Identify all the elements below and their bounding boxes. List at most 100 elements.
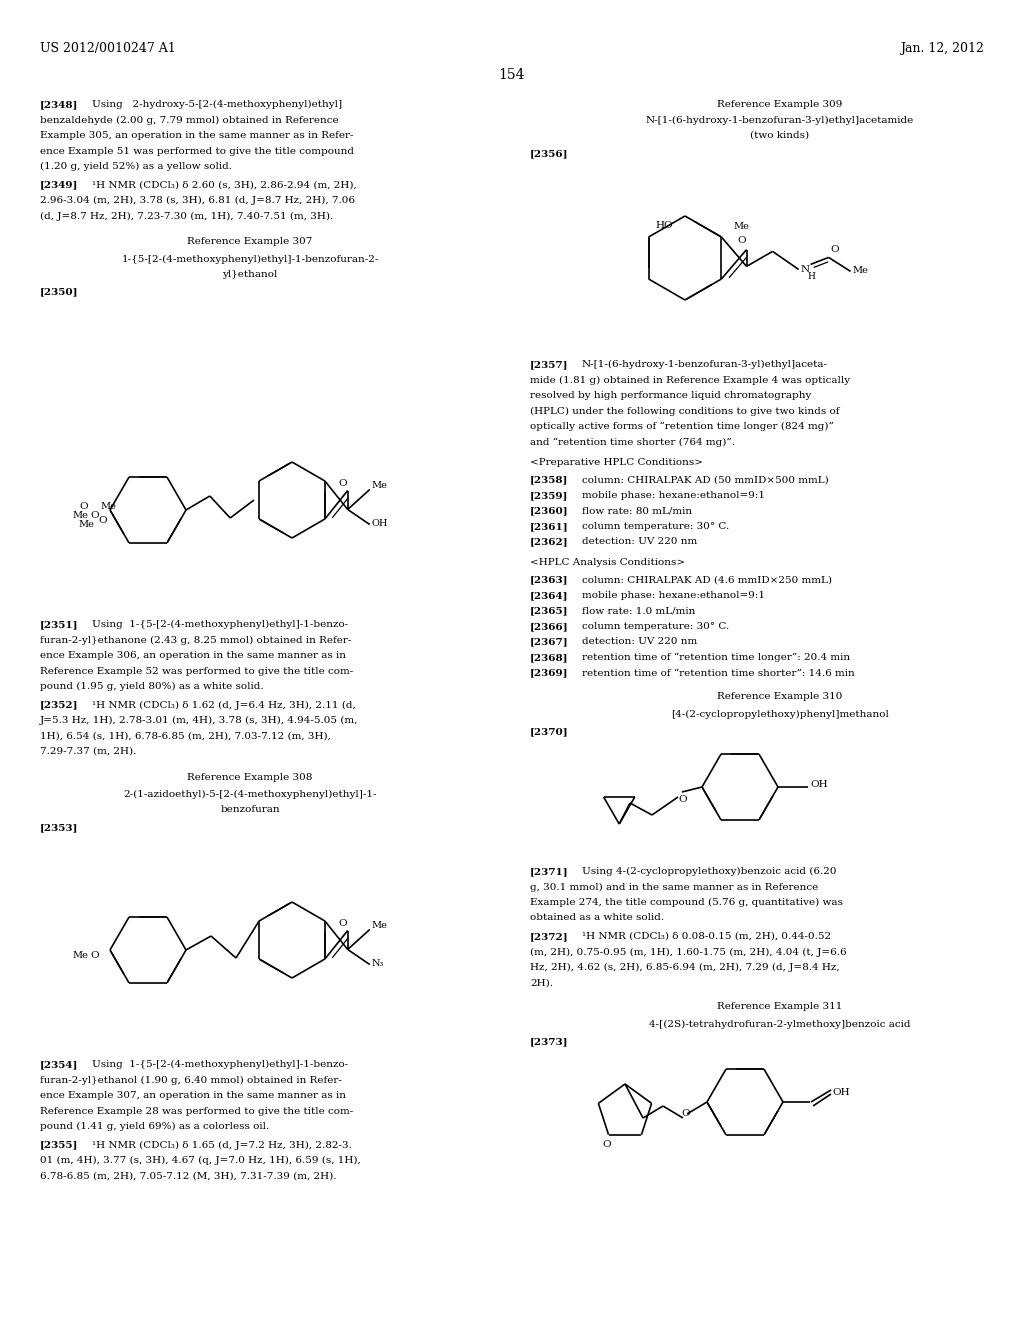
Text: Me: Me xyxy=(372,921,387,931)
Text: 7.29-7.37 (m, 2H).: 7.29-7.37 (m, 2H). xyxy=(40,747,136,756)
Text: O: O xyxy=(98,516,106,525)
Text: [2361]: [2361] xyxy=(530,521,568,531)
Text: detection: UV 220 nm: detection: UV 220 nm xyxy=(582,537,697,546)
Text: [2357]: [2357] xyxy=(530,360,568,370)
Text: N₃: N₃ xyxy=(372,960,384,969)
Text: Using 4-(2-cyclopropylethoxy)benzoic acid (6.20: Using 4-(2-cyclopropylethoxy)benzoic aci… xyxy=(582,867,837,876)
Text: Using   2-hydroxy-5-[2-(4-methoxyphenyl)ethyl]: Using 2-hydroxy-5-[2-(4-methoxyphenyl)et… xyxy=(92,100,342,110)
Text: [2369]: [2369] xyxy=(530,668,568,677)
Text: (d, J=8.7 Hz, 2H), 7.23-7.30 (m, 1H), 7.40-7.51 (m, 3H).: (d, J=8.7 Hz, 2H), 7.23-7.30 (m, 1H), 7.… xyxy=(40,211,333,220)
Text: [2370]: [2370] xyxy=(530,727,568,737)
Text: Reference Example 310: Reference Example 310 xyxy=(718,692,843,701)
Text: Me: Me xyxy=(733,222,750,231)
Text: Me: Me xyxy=(100,502,116,511)
Text: ¹H NMR (CDCl₃) δ 2.60 (s, 3H), 2.86-2.94 (m, 2H),: ¹H NMR (CDCl₃) δ 2.60 (s, 3H), 2.86-2.94… xyxy=(92,181,356,190)
Text: (two kinds): (two kinds) xyxy=(751,131,810,140)
Text: pound (1.41 g, yield 69%) as a colorless oil.: pound (1.41 g, yield 69%) as a colorless… xyxy=(40,1122,269,1131)
Text: O: O xyxy=(681,1110,689,1118)
Text: O: O xyxy=(338,919,347,928)
Text: O: O xyxy=(830,246,840,253)
Text: [2349]: [2349] xyxy=(40,181,79,190)
Text: [2348]: [2348] xyxy=(40,100,79,110)
Text: Reference Example 307: Reference Example 307 xyxy=(187,238,312,246)
Text: Jan. 12, 2012: Jan. 12, 2012 xyxy=(900,42,984,55)
Text: resolved by high performance liquid chromatography: resolved by high performance liquid chro… xyxy=(530,391,811,400)
Text: <Preparative HPLC Conditions>: <Preparative HPLC Conditions> xyxy=(530,458,703,467)
Text: furan-2-yl}ethanol (1.90 g, 6.40 mmol) obtained in Refer-: furan-2-yl}ethanol (1.90 g, 6.40 mmol) o… xyxy=(40,1076,342,1085)
Text: benzofuran: benzofuran xyxy=(220,805,280,814)
Text: and “retention time shorter (764 mg)”.: and “retention time shorter (764 mg)”. xyxy=(530,437,735,447)
Text: [2363]: [2363] xyxy=(530,576,568,585)
Text: 154: 154 xyxy=(499,69,525,82)
Text: N-[1-(6-hydroxy-1-benzofuran-3-yl)ethyl]acetamide: N-[1-(6-hydroxy-1-benzofuran-3-yl)ethyl]… xyxy=(646,116,914,124)
Text: US 2012/0010247 A1: US 2012/0010247 A1 xyxy=(40,42,176,55)
Text: 1H), 6.54 (s, 1H), 6.78-6.85 (m, 2H), 7.03-7.12 (m, 3H),: 1H), 6.54 (s, 1H), 6.78-6.85 (m, 2H), 7.… xyxy=(40,731,331,741)
Text: 4-[(2S)-tetrahydrofuran-2-ylmethoxy]benzoic acid: 4-[(2S)-tetrahydrofuran-2-ylmethoxy]benz… xyxy=(649,1019,910,1028)
Text: [2364]: [2364] xyxy=(530,591,568,601)
Text: 01 (m, 4H), 3.77 (s, 3H), 4.67 (q, J=7.0 Hz, 1H), 6.59 (s, 1H),: 01 (m, 4H), 3.77 (s, 3H), 4.67 (q, J=7.0… xyxy=(40,1156,360,1166)
Text: Example 305, an operation in the same manner as in Refer-: Example 305, an operation in the same ma… xyxy=(40,131,353,140)
Text: [2351]: [2351] xyxy=(40,620,79,630)
Text: yl}ethanol: yl}ethanol xyxy=(222,271,278,279)
Text: 2.96-3.04 (m, 2H), 3.78 (s, 3H), 6.81 (d, J=8.7 Hz, 2H), 7.06: 2.96-3.04 (m, 2H), 3.78 (s, 3H), 6.81 (d… xyxy=(40,195,355,205)
Text: N-[1-(6-hydroxy-1-benzofuran-3-yl)ethyl]aceta-: N-[1-(6-hydroxy-1-benzofuran-3-yl)ethyl]… xyxy=(582,360,828,370)
Text: Me: Me xyxy=(78,520,94,529)
Text: 2H).: 2H). xyxy=(530,978,553,987)
Text: flow rate: 1.0 mL/min: flow rate: 1.0 mL/min xyxy=(582,606,695,615)
Text: Example 274, the title compound (5.76 g, quantitative) was: Example 274, the title compound (5.76 g,… xyxy=(530,898,843,907)
Text: [2372]: [2372] xyxy=(530,932,568,941)
Text: column: CHIRALPAK AD (4.6 mmID×250 mmL): column: CHIRALPAK AD (4.6 mmID×250 mmL) xyxy=(582,576,831,585)
Text: [2350]: [2350] xyxy=(40,288,79,297)
Text: [2365]: [2365] xyxy=(530,606,568,615)
Text: 6.78-6.85 (m, 2H), 7.05-7.12 (M, 3H), 7.31-7.39 (m, 2H).: 6.78-6.85 (m, 2H), 7.05-7.12 (M, 3H), 7.… xyxy=(40,1172,337,1180)
Text: [2352]: [2352] xyxy=(40,701,79,710)
Text: column temperature: 30° C.: column temperature: 30° C. xyxy=(582,622,729,631)
Text: O: O xyxy=(90,950,98,960)
Text: Hz, 2H), 4.62 (s, 2H), 6.85-6.94 (m, 2H), 7.29 (d, J=8.4 Hz,: Hz, 2H), 4.62 (s, 2H), 6.85-6.94 (m, 2H)… xyxy=(530,964,840,972)
Text: J=5.3 Hz, 1H), 2.78-3.01 (m, 4H), 3.78 (s, 3H), 4.94-5.05 (m,: J=5.3 Hz, 1H), 2.78-3.01 (m, 4H), 3.78 (… xyxy=(40,715,358,725)
Text: <HPLC Analysis Conditions>: <HPLC Analysis Conditions> xyxy=(530,558,685,568)
Text: g, 30.1 mmol) and in the same manner as in Reference: g, 30.1 mmol) and in the same manner as … xyxy=(530,883,818,891)
Text: ¹H NMR (CDCl₃) δ 1.62 (d, J=6.4 Hz, 3H), 2.11 (d,: ¹H NMR (CDCl₃) δ 1.62 (d, J=6.4 Hz, 3H),… xyxy=(92,701,355,710)
Text: ¹H NMR (CDCl₃) δ 1.65 (d, J=7.2 Hz, 3H), 2.82-3.: ¹H NMR (CDCl₃) δ 1.65 (d, J=7.2 Hz, 3H),… xyxy=(92,1140,352,1150)
Text: 1-{5-[2-(4-methoxyphenyl)ethyl]-1-benzofuran-2-: 1-{5-[2-(4-methoxyphenyl)ethyl]-1-benzof… xyxy=(121,255,379,264)
Text: Reference Example 311: Reference Example 311 xyxy=(718,1002,843,1011)
Text: Using  1-{5-[2-(4-methoxyphenyl)ethyl]-1-benzo-: Using 1-{5-[2-(4-methoxyphenyl)ethyl]-1-… xyxy=(92,1060,348,1069)
Text: [4-(2-cyclopropylethoxy)phenyl]methanol: [4-(2-cyclopropylethoxy)phenyl]methanol xyxy=(671,710,889,718)
Text: column temperature: 30° C.: column temperature: 30° C. xyxy=(582,521,729,531)
Text: O: O xyxy=(602,1139,611,1148)
Text: [2366]: [2366] xyxy=(530,622,568,631)
Text: Me: Me xyxy=(72,511,88,520)
Text: [2373]: [2373] xyxy=(530,1038,568,1045)
Text: [2368]: [2368] xyxy=(530,653,568,663)
Text: OH: OH xyxy=(831,1088,850,1097)
Text: retention time of “retention time shorter”: 14.6 min: retention time of “retention time shorte… xyxy=(582,668,855,677)
Text: O: O xyxy=(678,795,687,804)
Text: (HPLC) under the following conditions to give two kinds of: (HPLC) under the following conditions to… xyxy=(530,407,840,416)
Text: pound (1.95 g, yield 80%) as a white solid.: pound (1.95 g, yield 80%) as a white sol… xyxy=(40,682,263,692)
Text: ence Example 306, an operation in the same manner as in: ence Example 306, an operation in the sa… xyxy=(40,651,346,660)
Text: ence Example 307, an operation in the same manner as in: ence Example 307, an operation in the sa… xyxy=(40,1092,346,1100)
Text: obtained as a white solid.: obtained as a white solid. xyxy=(530,913,665,923)
Text: 2-(1-azidoethyl)-5-[2-(4-methoxyphenyl)ethyl]-1-: 2-(1-azidoethyl)-5-[2-(4-methoxyphenyl)e… xyxy=(123,789,377,799)
Text: mide (1.81 g) obtained in Reference Example 4 was optically: mide (1.81 g) obtained in Reference Exam… xyxy=(530,375,850,384)
Text: [2359]: [2359] xyxy=(530,491,568,500)
Text: H: H xyxy=(808,272,815,281)
Text: Me: Me xyxy=(372,482,387,491)
Text: [2360]: [2360] xyxy=(530,507,568,516)
Text: mobile phase: hexane:ethanol=9:1: mobile phase: hexane:ethanol=9:1 xyxy=(582,491,765,500)
Text: [2355]: [2355] xyxy=(40,1140,79,1150)
Text: [2354]: [2354] xyxy=(40,1060,79,1069)
Text: OH: OH xyxy=(810,780,827,789)
Text: Me: Me xyxy=(72,950,88,960)
Text: Reference Example 309: Reference Example 309 xyxy=(718,100,843,110)
Text: [2356]: [2356] xyxy=(530,149,568,158)
Text: Me: Me xyxy=(853,267,868,276)
Text: flow rate: 80 mL/min: flow rate: 80 mL/min xyxy=(582,507,692,516)
Text: retention time of “retention time longer”: 20.4 min: retention time of “retention time longer… xyxy=(582,653,850,663)
Text: [2371]: [2371] xyxy=(530,867,568,876)
Text: Reference Example 308: Reference Example 308 xyxy=(187,772,312,781)
Text: benzaldehyde (2.00 g, 7.79 mmol) obtained in Reference: benzaldehyde (2.00 g, 7.79 mmol) obtaine… xyxy=(40,116,339,124)
Text: column: CHIRALPAK AD (50 mmID×500 mmL): column: CHIRALPAK AD (50 mmID×500 mmL) xyxy=(582,475,828,484)
Text: Reference Example 28 was performed to give the title com-: Reference Example 28 was performed to gi… xyxy=(40,1106,353,1115)
